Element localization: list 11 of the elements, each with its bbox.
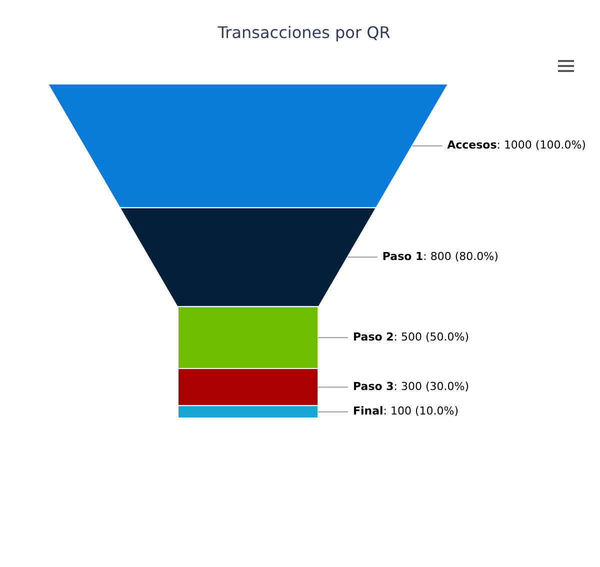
data-label: : 100 (10.0%) bbox=[383, 404, 459, 418]
data-label: : 300 (30.0%) bbox=[394, 380, 470, 393]
category-label: Paso 2 bbox=[353, 330, 394, 344]
text: Transacciones por QR bbox=[216, 22, 390, 42]
data-label: : 500 (50.0%) bbox=[394, 330, 470, 344]
category-label: Paso 1 bbox=[382, 250, 424, 264]
category-label: Paso 3 bbox=[353, 380, 394, 393]
category-label: Accesos bbox=[447, 138, 498, 152]
category-label: Final bbox=[353, 404, 384, 418]
data-label: : 1000 (100.0%) bbox=[496, 138, 586, 152]
data-label: : 800 (80.0%) bbox=[423, 250, 498, 264]
